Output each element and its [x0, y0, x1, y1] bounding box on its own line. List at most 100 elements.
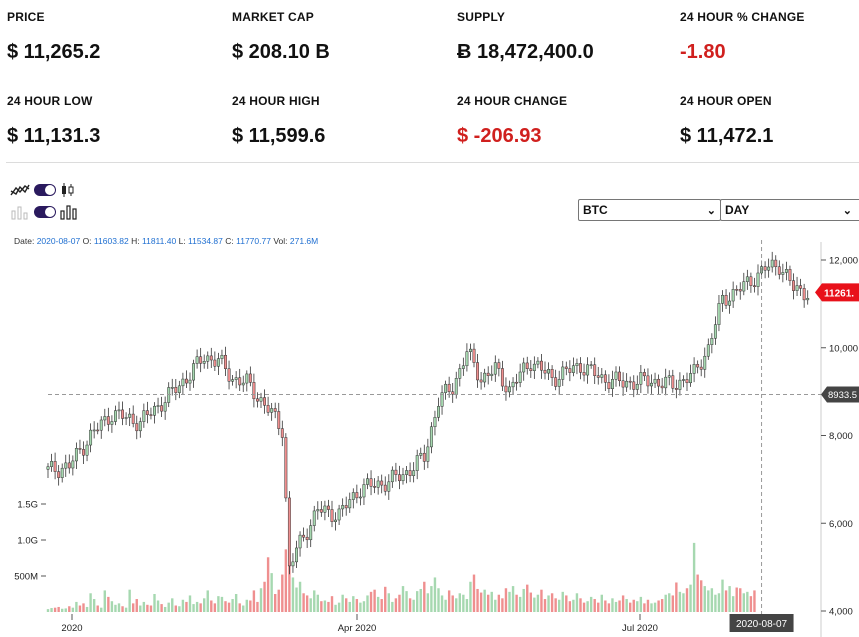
volume-bar	[107, 596, 110, 612]
current-price-label: 11261.	[824, 288, 854, 299]
candle-body	[806, 298, 810, 301]
volume-bar	[504, 588, 508, 612]
candle-body	[398, 474, 401, 482]
volume-on-icon[interactable]	[60, 204, 78, 220]
candle-body	[511, 381, 515, 388]
chart-type-toggle[interactable]	[34, 184, 56, 196]
volume-bar	[518, 596, 522, 612]
time-axis-label: 2020	[61, 623, 82, 634]
candlestick-icon[interactable]	[60, 182, 76, 198]
candle-body	[777, 266, 781, 275]
candle-body	[586, 364, 590, 376]
volume-bar	[160, 604, 163, 612]
candle-body	[692, 364, 696, 374]
candle-body	[121, 409, 124, 419]
volume-bar	[85, 606, 89, 612]
volume-bar	[171, 598, 174, 612]
candle-body	[220, 354, 224, 359]
stat-market-cap: MARKET CAP $ 208.10 B	[232, 10, 330, 64]
volume-bar	[142, 601, 146, 612]
candle-body	[380, 480, 384, 486]
candle-body	[490, 373, 494, 376]
coin-select[interactable]: BTC ⌄	[578, 199, 721, 221]
candle-body	[543, 369, 547, 374]
volume-bar	[281, 574, 284, 612]
volume-bar	[618, 600, 621, 612]
candle-body	[78, 448, 82, 450]
volume-bar	[462, 594, 465, 612]
candle-body	[799, 285, 803, 289]
candle-body	[351, 492, 355, 500]
volume-bar	[426, 593, 430, 612]
candle-body	[717, 303, 721, 325]
volume-bar	[419, 588, 422, 612]
ohlc-vol-label: Vol:	[273, 236, 288, 246]
candle-body	[280, 428, 284, 438]
candle-body	[444, 383, 448, 393]
volume-bar	[330, 596, 334, 612]
volume-bar	[224, 601, 227, 612]
volume-bar	[391, 601, 394, 612]
candle-body	[753, 285, 756, 287]
crosshair-price-tag	[821, 386, 859, 403]
volume-bar	[600, 594, 603, 612]
volume-bar	[121, 606, 124, 612]
volume-bar	[440, 595, 444, 612]
volume-bar	[266, 557, 270, 612]
candle-body	[309, 525, 313, 541]
volume-bar	[565, 595, 568, 612]
stat-label: 24 HOUR % CHANGE	[680, 10, 805, 24]
volume-bar	[231, 599, 234, 612]
candle-body	[437, 406, 440, 418]
stat-24-hour-change: 24 HOUR CHANGE $ -206.93	[457, 94, 567, 148]
candle-body	[199, 356, 203, 364]
volume-bar	[320, 601, 323, 612]
volume-bar	[753, 590, 756, 612]
volume-bar	[146, 604, 149, 612]
volume-toggle[interactable]	[34, 206, 56, 218]
volume-bar	[135, 599, 138, 612]
candle-body	[302, 534, 306, 538]
candle-body	[114, 410, 117, 422]
volume-bar	[582, 602, 586, 612]
candle-body	[596, 375, 600, 378]
volume-bar	[515, 594, 518, 612]
candle-body	[415, 455, 419, 471]
volume-bar	[362, 601, 366, 612]
volume-bar	[728, 586, 731, 612]
volume-off-icon[interactable]	[10, 204, 30, 220]
stat-label: PRICE	[7, 10, 45, 24]
stat-value: $ 11,131.3	[7, 125, 101, 147]
line-chart-icon[interactable]	[10, 183, 30, 197]
volume-bar	[692, 542, 696, 612]
volume-bar	[345, 598, 348, 612]
ohlc-readout: Date: 2020-08-07 O: 11603.82 H: 11811.40…	[14, 236, 318, 246]
volume-bar	[671, 595, 674, 612]
candle-body	[706, 344, 710, 357]
candle-body	[89, 429, 93, 446]
interval-select[interactable]: DAY ⌄	[720, 199, 859, 221]
candle-body	[429, 426, 433, 448]
volume-bar	[543, 599, 547, 612]
volume-bar	[227, 602, 231, 612]
stat-value: -1.80	[680, 41, 726, 63]
volume-bar	[128, 589, 131, 612]
candle-body	[284, 437, 288, 499]
candle-body	[305, 536, 309, 541]
candle-body	[373, 486, 377, 488]
volume-bar	[124, 607, 128, 612]
volume-bar	[355, 599, 359, 612]
candle-body	[660, 385, 664, 389]
volume-bar	[479, 592, 483, 612]
price-axis-label: 12,000	[829, 256, 858, 267]
candle-body	[234, 377, 238, 380]
candle-body	[92, 429, 96, 432]
candle-body	[273, 408, 277, 412]
candle-body	[788, 269, 792, 281]
candle-body	[248, 373, 252, 383]
candle-body	[355, 492, 359, 499]
volume-bar	[313, 590, 316, 612]
candle-body	[603, 374, 607, 383]
candle-body	[508, 386, 511, 393]
